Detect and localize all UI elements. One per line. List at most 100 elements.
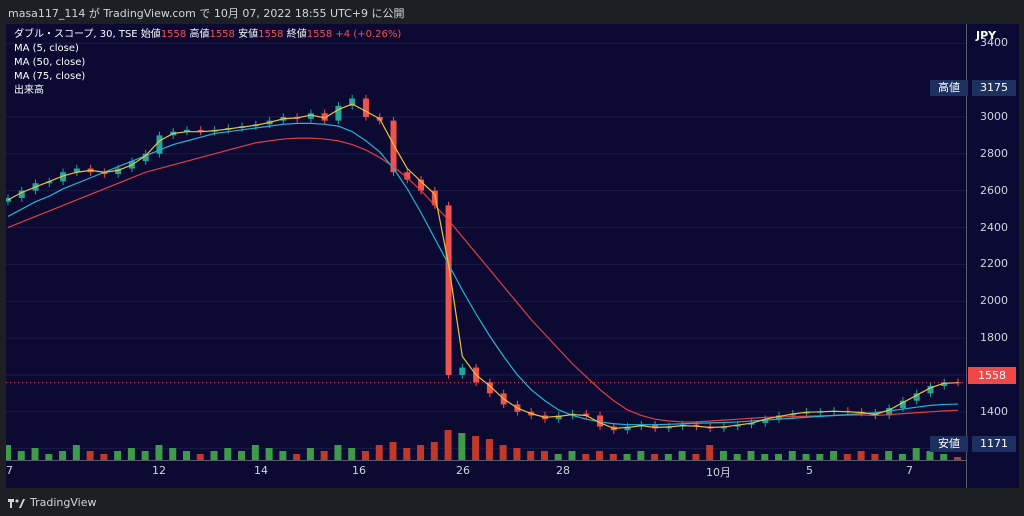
volume-bar	[361, 451, 369, 460]
volume-bar	[265, 448, 273, 460]
symbol-row[interactable]: ダブル・スコープ, 30, TSE 始値1558 高値1558 安値1558 終…	[14, 28, 401, 42]
candle[interactable]	[459, 363, 466, 379]
candle[interactable]	[583, 409, 590, 420]
volume-bar	[17, 451, 25, 460]
volume-bar	[472, 436, 480, 460]
volume-bar	[830, 451, 838, 460]
volume-bar	[114, 451, 122, 460]
candle[interactable]	[445, 201, 452, 379]
volume-bar	[238, 451, 246, 460]
price-tick-label: 2200	[980, 257, 1008, 271]
ma75-legend[interactable]: MA (75, close)	[14, 71, 86, 82]
high-value: 1558	[209, 29, 235, 40]
volume-bar	[182, 451, 190, 460]
volume-bar	[293, 454, 301, 460]
volume-bar	[954, 457, 961, 460]
candle[interactable]	[555, 411, 562, 423]
candle[interactable]	[349, 94, 356, 110]
volume-bar	[100, 454, 108, 460]
candle[interactable]	[913, 389, 920, 405]
price-tick-label: 3000	[980, 109, 1008, 123]
volume-bar	[141, 451, 149, 460]
candle[interactable]	[597, 411, 604, 431]
candle[interactable]	[183, 126, 190, 136]
volume-bar	[706, 445, 714, 460]
tradingview-logo[interactable]: TradingView	[8, 496, 96, 509]
volume-bar	[320, 451, 328, 460]
volume-bar	[485, 439, 493, 460]
volume-bar	[775, 454, 783, 460]
candle[interactable]	[156, 131, 163, 158]
volume-bar	[747, 451, 755, 460]
candle[interactable]	[73, 164, 80, 176]
candle[interactable]	[307, 109, 314, 123]
volume-bar	[637, 451, 645, 460]
low-value: 1558	[258, 29, 284, 40]
candle[interactable]	[652, 421, 659, 433]
volume-bar	[389, 442, 397, 460]
high-label: 高値	[189, 29, 210, 40]
price-chart[interactable]	[6, 24, 966, 460]
volume-bar	[45, 454, 53, 460]
candle[interactable]	[335, 102, 342, 125]
candle[interactable]	[927, 382, 934, 398]
volume-bar	[912, 448, 920, 460]
volume-bar	[609, 454, 617, 460]
candle[interactable]	[197, 126, 204, 136]
price-tick-label: 2800	[980, 146, 1008, 160]
low-tag-value: 1171	[972, 436, 1016, 452]
volume-bar	[279, 451, 287, 460]
candle[interactable]	[101, 168, 108, 178]
volume-bar	[224, 448, 232, 460]
close-value: 1558	[306, 29, 333, 40]
candle[interactable]	[886, 404, 893, 420]
volume-bar	[72, 445, 80, 460]
candle[interactable]	[60, 168, 67, 186]
close-label: 終値	[286, 29, 307, 40]
currency-label[interactable]: JPY	[976, 29, 997, 42]
volume-bar	[857, 451, 865, 460]
tradingview-label: TradingView	[30, 496, 97, 509]
chart-frame[interactable]	[6, 24, 1018, 488]
volume-bar	[540, 451, 548, 460]
volume-bar	[623, 454, 631, 460]
low-label: 安値	[238, 29, 259, 40]
candle[interactable]	[362, 94, 369, 121]
volume-bar	[196, 454, 204, 460]
change-value: +4 (+0.26%)	[335, 29, 402, 40]
candle[interactable]	[142, 150, 149, 165]
volume-legend[interactable]: 出来高	[14, 85, 44, 96]
current-price-tag: 1558	[968, 367, 1016, 384]
ma50-legend[interactable]: MA (50, close)	[14, 57, 86, 68]
ma5-line	[7, 103, 959, 429]
candle[interactable]	[404, 168, 411, 184]
volume-bar	[527, 451, 535, 460]
candle[interactable]	[321, 109, 328, 125]
ma5-legend[interactable]: MA (5, close)	[14, 43, 79, 54]
time-tick-label: 7	[906, 464, 913, 477]
volume-bar	[306, 448, 314, 460]
time-tick-label: 14	[254, 464, 268, 477]
volume-bar	[6, 445, 11, 460]
price-tick-label: 2000	[980, 294, 1008, 308]
volume-bar	[169, 448, 177, 460]
volume-bar	[733, 454, 741, 460]
volume-bar	[843, 454, 851, 460]
volume-bar	[430, 442, 438, 460]
high-tag-label: 高値	[930, 80, 968, 96]
volume-bar	[499, 445, 507, 460]
volume-bar	[59, 451, 67, 460]
time-axis[interactable]	[6, 460, 966, 489]
price-axis[interactable]	[966, 24, 1019, 488]
time-tick-label: 10月	[706, 466, 731, 479]
time-tick-label: 26	[456, 464, 470, 477]
chart-legend: ダブル・スコープ, 30, TSE 始値1558 高値1558 安値1558 終…	[14, 28, 401, 98]
candle[interactable]	[486, 378, 493, 398]
candle[interactable]	[46, 177, 53, 187]
volume-bar	[651, 454, 659, 460]
candle[interactable]	[18, 186, 25, 202]
price-tick-label: 3400	[980, 36, 1008, 50]
candle[interactable]	[941, 378, 948, 390]
time-tick-label: 16	[352, 464, 366, 477]
volume-bar	[31, 448, 39, 460]
